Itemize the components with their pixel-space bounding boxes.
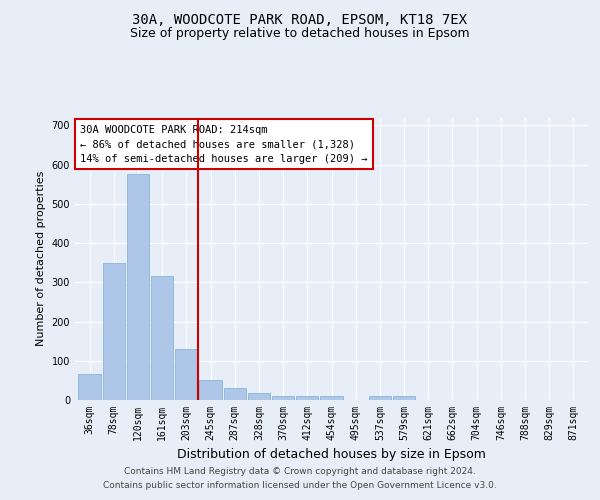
Text: Contains HM Land Registry data © Crown copyright and database right 2024.: Contains HM Land Registry data © Crown c… [124,467,476,476]
Bar [175,349,197,400]
Bar [369,396,391,400]
Bar [393,396,415,400]
Bar [199,380,221,400]
Bar [127,174,149,400]
Bar [272,396,294,400]
Bar [296,396,319,400]
Text: Contains public sector information licensed under the Open Government Licence v3: Contains public sector information licen… [103,481,497,490]
X-axis label: Distribution of detached houses by size in Epsom: Distribution of detached houses by size … [177,448,486,462]
Text: Size of property relative to detached houses in Epsom: Size of property relative to detached ho… [130,28,470,40]
Bar [320,396,343,400]
Bar [224,388,246,400]
Text: 30A, WOODCOTE PARK ROAD, EPSOM, KT18 7EX: 30A, WOODCOTE PARK ROAD, EPSOM, KT18 7EX [133,12,467,26]
Text: 30A WOODCOTE PARK ROAD: 214sqm
← 86% of detached houses are smaller (1,328)
14% : 30A WOODCOTE PARK ROAD: 214sqm ← 86% of … [80,124,368,164]
Bar [151,276,173,400]
Y-axis label: Number of detached properties: Number of detached properties [36,171,46,346]
Bar [79,374,101,400]
Bar [103,262,125,400]
Bar [248,393,270,400]
